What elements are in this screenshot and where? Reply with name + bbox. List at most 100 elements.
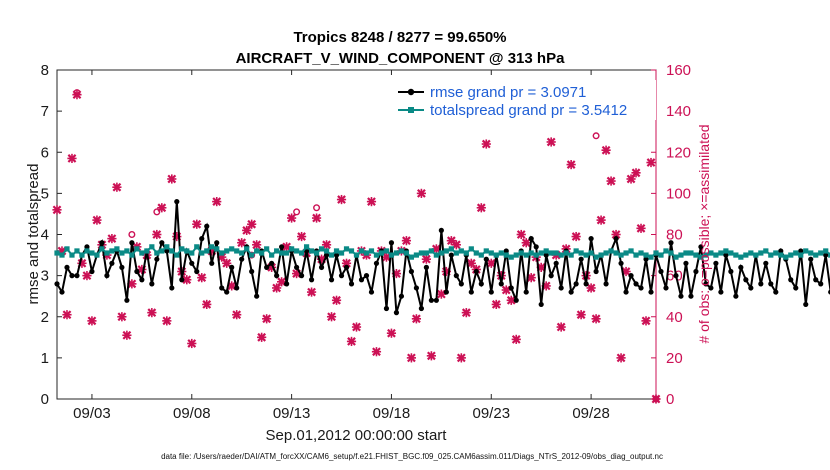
rmse-series-point xyxy=(294,264,300,270)
rmse-series-point xyxy=(743,277,749,283)
obs-assimilated-point xyxy=(272,283,282,293)
rmse-series-point xyxy=(274,273,280,279)
totalspread-series xyxy=(54,244,830,260)
rmse-series-point xyxy=(209,260,215,266)
rmse-series-point xyxy=(189,260,195,266)
obs-assimilated-point xyxy=(122,330,132,340)
obs-assimilated-point xyxy=(237,238,247,248)
rmse-series-point xyxy=(513,297,519,303)
totalspread-series-point xyxy=(249,252,255,258)
rmse-series-point xyxy=(124,297,130,303)
obs-assimilated-point xyxy=(52,205,62,215)
obs-possible-point xyxy=(652,395,660,403)
totalspread-series-point xyxy=(174,252,180,258)
totalspread-series-point xyxy=(239,250,245,256)
rmse-series-point xyxy=(298,273,305,279)
x-tick-label: 09/03 xyxy=(73,405,111,422)
totalspread-series-point xyxy=(294,248,300,254)
rmse-series-point xyxy=(333,252,340,258)
obs-assimilated-point xyxy=(192,219,202,229)
obs-assimilated-point xyxy=(157,203,167,213)
rmse-series-point xyxy=(498,281,504,287)
rmse-series-point xyxy=(279,244,285,250)
rmse-series-point xyxy=(229,264,235,270)
totalspread-series-point xyxy=(648,254,654,260)
totalspread-series-point xyxy=(94,252,100,258)
rmse-series-point xyxy=(703,281,709,287)
obs-assimilated-point xyxy=(386,328,397,338)
rmse-series-point xyxy=(618,260,624,266)
y-tick-label: 2 xyxy=(41,309,49,326)
totalspread-series-point xyxy=(578,250,584,256)
totalspread-series-point xyxy=(164,244,170,250)
legend-marker-rmse xyxy=(407,88,415,96)
totalspread-series-point xyxy=(573,248,579,254)
totalspread-series-point xyxy=(823,248,829,254)
rmse-series-point xyxy=(728,268,734,275)
rmse-series-point xyxy=(174,199,180,205)
rmse-series-point xyxy=(633,281,639,287)
totalspread-series-point xyxy=(308,248,315,254)
rmse-series-point xyxy=(408,268,415,275)
obs-possible-point xyxy=(313,204,321,212)
obs-assimilated-point xyxy=(351,322,362,332)
rmse-series-point xyxy=(628,273,634,279)
obs-assimilated-point xyxy=(212,197,222,207)
totalspread-series-point xyxy=(603,250,609,256)
totalspread-series-point xyxy=(199,250,205,256)
totalspread-series-point xyxy=(234,248,240,254)
rmse-series-point xyxy=(803,301,809,308)
totalspread-series-point xyxy=(104,250,110,256)
obs-assimilated-point xyxy=(197,273,207,283)
rmse-series-point xyxy=(269,260,275,266)
rmse-series-point xyxy=(358,277,365,283)
totalspread-series-point xyxy=(84,248,90,254)
totalspread-series-point xyxy=(568,252,574,258)
totalspread-series-point xyxy=(298,250,305,256)
obs-assimilated-point xyxy=(252,240,262,250)
totalspread-series-point xyxy=(593,254,599,260)
totalspread-series-point xyxy=(343,246,350,252)
obs-assimilated-point xyxy=(456,353,466,363)
rmse-series-point xyxy=(613,236,619,242)
y-tick-label: 1 xyxy=(41,350,49,367)
y-tick-label: 0 xyxy=(41,391,49,408)
rmse-series-point xyxy=(683,260,689,266)
obs-assimilated-point xyxy=(311,213,322,223)
obs-assimilated-point xyxy=(326,312,337,322)
totalspread-series-point xyxy=(259,250,265,256)
obs-assimilated-point xyxy=(486,258,496,268)
obs-assimilated-point xyxy=(107,234,117,244)
rmse-series-point xyxy=(603,281,609,287)
obs-assimilated-point xyxy=(112,182,122,192)
totalspread-series-point xyxy=(508,254,514,260)
rmse-series-point xyxy=(134,268,140,275)
totalspread-series-point xyxy=(558,252,564,258)
obs-assimilated-point xyxy=(646,157,656,168)
rmse-series-point xyxy=(663,285,669,291)
obs-assimilated-point xyxy=(87,316,97,326)
rmse-series-point xyxy=(69,273,75,279)
x-tick-label: 09/13 xyxy=(273,405,311,422)
totalspread-series-point xyxy=(638,250,644,256)
rmse-series-point xyxy=(478,281,484,287)
totalspread-series-point xyxy=(149,244,155,250)
totalspread-series-point xyxy=(428,248,434,254)
totalspread-series-point xyxy=(129,252,135,258)
rmse-series-point xyxy=(468,289,474,295)
footer-data-file: data file: /Users/raeder/DAI/ATM_forcXX/… xyxy=(161,452,663,461)
totalspread-series-point xyxy=(533,252,539,258)
rmse-series-point xyxy=(109,260,115,266)
x-axis-label: Sep.01,2012 00:00:00 start xyxy=(266,427,448,444)
line-series xyxy=(54,199,830,316)
rmse-series-point xyxy=(793,285,799,291)
obs-assimilated-point xyxy=(162,316,172,326)
rmse-series-point xyxy=(638,285,644,291)
rmse-series-point xyxy=(159,240,165,246)
legend: rmse grand pr = 3.0971 totalspread grand… xyxy=(396,80,656,120)
rmse-series-point xyxy=(588,236,594,242)
totalspread-series-point xyxy=(224,248,230,254)
totalspread-series-point xyxy=(64,246,70,252)
totalspread-series-point xyxy=(284,250,290,256)
totalspread-series-point xyxy=(453,250,459,256)
